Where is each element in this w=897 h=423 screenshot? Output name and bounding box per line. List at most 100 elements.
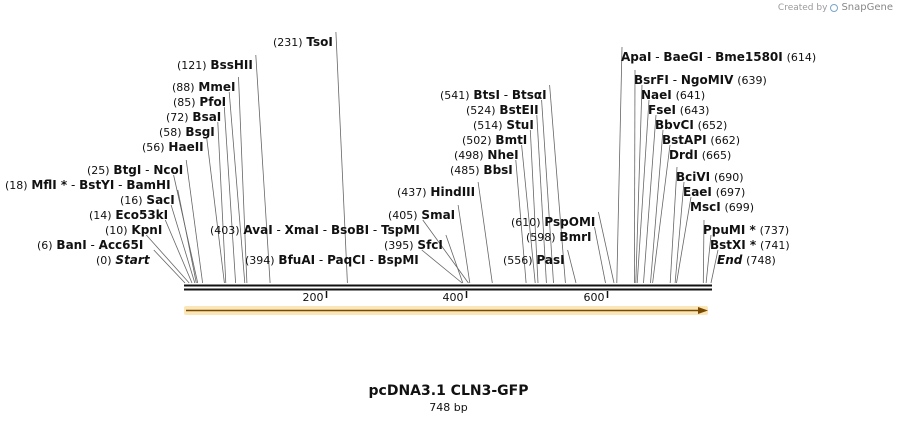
enzyme-name: EaeI — [683, 185, 712, 199]
site-position: (6) — [37, 239, 53, 252]
site-position: (405) — [388, 209, 418, 222]
enzyme-name: PfoI — [199, 95, 226, 109]
site-position: (394) — [245, 254, 275, 267]
credit-brand: SnapGene — [841, 2, 893, 13]
map-title: pcDNA3.1 CLN3-GFP — [368, 383, 529, 399]
site-connector — [634, 69, 636, 284]
site-connector — [445, 234, 464, 284]
enzyme-name: BaeGI — [663, 50, 703, 64]
enzyme-separator: - — [87, 238, 99, 252]
site-connector — [650, 129, 664, 284]
restriction-site: End (748) — [717, 253, 776, 267]
site-connector — [421, 249, 463, 284]
site-connector — [636, 99, 650, 284]
enzyme-name: DrdI — [669, 148, 698, 162]
site-position: (88) — [172, 81, 195, 94]
site-position: (524) — [466, 104, 496, 117]
site-connector — [529, 129, 539, 284]
restriction-site: (18) MflI * - BstYI - BamHI — [5, 178, 171, 192]
enzyme-separator: - — [369, 223, 381, 237]
snapgene-logo-icon — [830, 3, 839, 12]
site-position: (56) — [142, 141, 165, 154]
orf-arrow-head — [698, 307, 708, 314]
site-connector — [477, 181, 493, 284]
site-connector — [635, 84, 643, 284]
restriction-site: (502) BmtI — [462, 133, 527, 147]
restriction-site: (6) BanI - Acc65I — [37, 238, 143, 252]
site-position: (598) — [526, 231, 556, 244]
site-label: (485) BbsI — [450, 163, 513, 177]
enzyme-name: TspMI — [381, 223, 420, 237]
enzyme-name: Acc65I — [99, 238, 144, 252]
restriction-site: BsrFI - NgoMIV (639) — [634, 73, 767, 87]
enzyme-name: BtsI — [473, 88, 500, 102]
restriction-site: (405) SmaI — [388, 208, 455, 222]
site-label: (88) MmeI — [172, 80, 235, 94]
site-connector — [206, 136, 225, 284]
enzyme-name: FseI — [648, 103, 676, 117]
enzyme-name: NheI — [487, 148, 518, 162]
restriction-site: (0) Start — [96, 253, 151, 267]
site-label: (524) BstEII — [466, 103, 539, 117]
enzyme-name: PaqCI — [327, 253, 365, 267]
site-connector — [549, 84, 566, 284]
restriction-site: (403) AvaI - XmaI - BsoBI - TspMI — [210, 223, 420, 237]
site-position: (652) — [698, 119, 728, 132]
restriction-site: BbvCI (652) — [655, 118, 727, 132]
site-connector — [422, 219, 469, 284]
restriction-site: (85) PfoI — [173, 95, 226, 109]
enzyme-name: HaeII — [168, 140, 203, 154]
site-connector — [153, 249, 186, 284]
site-connector — [669, 166, 678, 284]
site-position: (485) — [450, 164, 480, 177]
enzyme-name: HindIII — [430, 185, 475, 199]
restriction-site: NaeI (641) — [641, 88, 705, 102]
site-label: (403) AvaI - XmaI - BsoBI - TspMI — [210, 223, 420, 237]
enzyme-separator: - — [669, 73, 681, 87]
site-label: ApaI - BaeGI - Bme1580I (614) — [621, 50, 816, 64]
site-position: (25) — [87, 164, 110, 177]
site-connector — [228, 91, 246, 284]
site-position: (498) — [454, 149, 484, 162]
site-label: BstXI * (741) — [710, 238, 790, 252]
credit-prefix: Created by — [777, 2, 828, 13]
ruler-tick-label: 200 — [303, 291, 324, 304]
restriction-site: BstAPI (662) — [662, 133, 740, 147]
enzyme-name: BstXI * — [710, 238, 757, 252]
site-position: (514) — [473, 119, 503, 132]
site-connector — [594, 226, 606, 284]
restriction-site: (56) HaeII — [142, 140, 204, 154]
enzyme-name: BtsαI — [512, 88, 547, 102]
enzyme-separator: - — [319, 223, 331, 237]
site-position: (10) — [105, 224, 128, 237]
restriction-site: (610) PspOMI — [511, 215, 595, 229]
site-position: (643) — [680, 104, 710, 117]
enzyme-name: BmtI — [495, 133, 527, 147]
restriction-site: (25) BtgI - NcoI — [87, 163, 183, 177]
enzyme-name: BspMI — [377, 253, 418, 267]
enzyme-name: BanI — [56, 238, 86, 252]
site-connector — [702, 219, 705, 284]
site-position: (737) — [760, 224, 790, 237]
site-connector — [164, 219, 193, 284]
enzyme-separator: - — [366, 253, 378, 267]
restriction-site: (16) SacI — [120, 193, 175, 207]
restriction-site: ApaI - BaeGI - Bme1580I (614) — [621, 50, 816, 64]
site-connector — [676, 196, 692, 284]
enzyme-name: BtgI — [113, 163, 141, 177]
restriction-site: (437) HindIII — [397, 185, 475, 199]
site-position: (72) — [166, 111, 189, 124]
site-connector — [674, 181, 685, 284]
enzyme-separator: - — [67, 178, 79, 192]
site-connector — [255, 54, 271, 284]
enzyme-name: SmaI — [421, 208, 455, 222]
enzyme-name: MscI — [690, 200, 721, 214]
enzyme-name: Eco53kI — [115, 208, 168, 222]
site-connector — [521, 144, 536, 284]
site-label: (610) PspOMI — [511, 215, 595, 229]
site-position: (748) — [746, 254, 776, 267]
enzyme-separator: - — [114, 178, 126, 192]
enzyme-name: BsgI — [185, 125, 214, 139]
enzyme-separator: - — [703, 50, 715, 64]
